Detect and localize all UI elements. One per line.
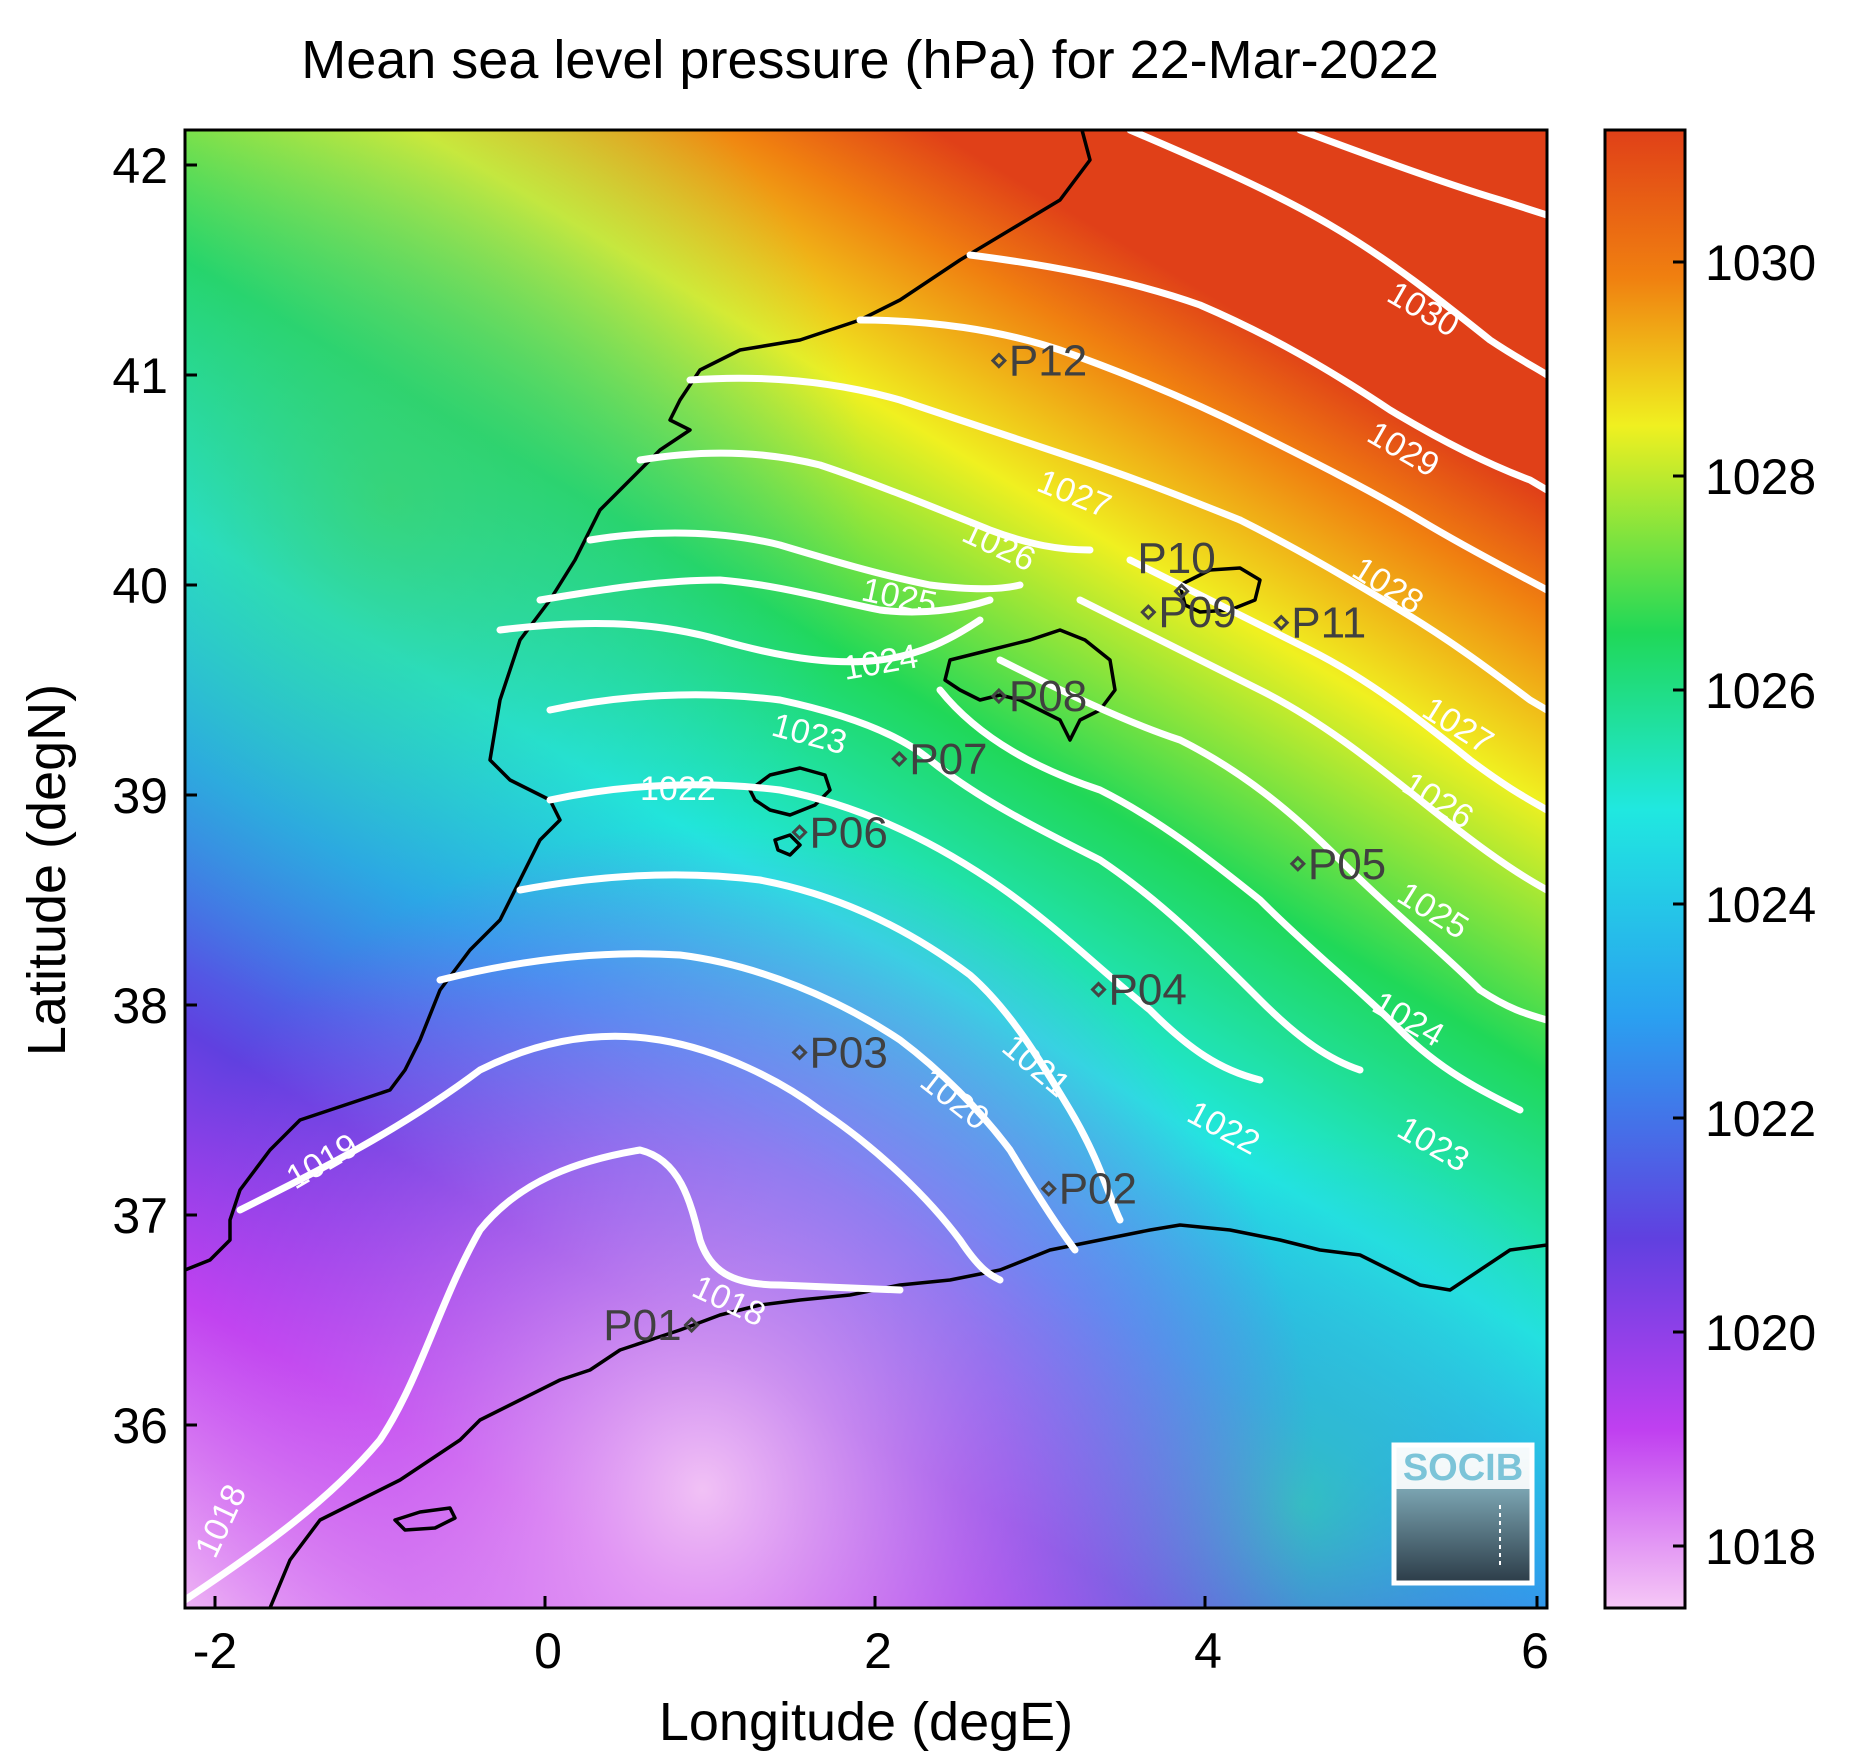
station-marker-p10 [1173, 583, 1190, 600]
station-label-p01: P01 [603, 1301, 681, 1350]
station-label-p02: P02 [1059, 1165, 1137, 1214]
station-label-p05: P05 [1308, 840, 1386, 889]
contour-lines [185, 130, 1547, 1604]
logo-text: SOCIB [1403, 1447, 1523, 1489]
x-tick-label: 6 [1521, 1623, 1549, 1679]
y-tick-label: 41 [112, 348, 168, 404]
colorbar-tick-label: 1028 [1705, 449, 1816, 505]
contour-line [1296, 130, 1547, 219]
island-mallorca [943, 628, 1117, 742]
colorbar-scale [1603, 128, 1687, 1610]
low-pressure-center [185, 130, 1547, 1608]
station-label-p11: P11 [1291, 599, 1366, 648]
contour-line [936, 686, 1524, 1114]
y-tick-label: 36 [112, 1398, 168, 1454]
station-marker-p11 [1273, 614, 1290, 631]
colorbar-tick-label: 1020 [1705, 1305, 1816, 1361]
contour-line [496, 616, 984, 666]
contour-line [185, 1146, 904, 1604]
station-marker-p08 [990, 687, 1008, 705]
x-tick-label: 0 [534, 1623, 562, 1679]
x-tick-label: 4 [1194, 1623, 1222, 1679]
x-tick-label: 2 [864, 1623, 892, 1679]
y-tick-label: 38 [112, 978, 168, 1034]
x-axis: -2 0 2 4 6 Longitude (degE) [193, 1596, 1549, 1752]
station-label-p07: P07 [909, 735, 987, 784]
station-label-p10: P10 [1137, 534, 1215, 583]
contour-line [536, 576, 994, 616]
station-marker-p03 [791, 1044, 808, 1061]
station-marker-p04 [1090, 981, 1107, 998]
island-formentera [773, 833, 802, 857]
contour-line [686, 374, 1244, 524]
contour-line [636, 449, 1094, 554]
station-marker-p12 [990, 352, 1008, 369]
island-menorca [1178, 566, 1262, 614]
station-markers: P01 P02 P03 P04 P05 P06 P07 P08 P09 P10 P11 P12 [603, 337, 1386, 1350]
colorbar-tick-label: 1018 [1705, 1519, 1816, 1575]
station-label-p09: P09 [1158, 588, 1236, 637]
colorbar: 1030 1028 1026 1024 1022 1020 1018 [1603, 128, 1816, 1610]
station-marker-p02 [1040, 1180, 1057, 1197]
station-marker-p07 [891, 750, 908, 768]
coastline-north-africa [268, 1223, 1547, 1608]
station-label-p03: P03 [810, 1028, 888, 1077]
station-marker-p06 [791, 824, 808, 841]
contour-line [516, 871, 1124, 1224]
contour-line [436, 950, 1079, 1254]
station-label-p06: P06 [810, 808, 888, 857]
station-marker-p05 [1289, 855, 1306, 872]
contour-line [856, 316, 1547, 594]
contour-line [1236, 516, 1547, 714]
contour-line [1126, 130, 1547, 379]
station-label-p12: P12 [1009, 337, 1087, 386]
contour-line [966, 251, 1547, 494]
chart-title: Mean sea level pressure (hPa) for 22-Mar… [301, 30, 1439, 90]
y-tick-label: 40 [112, 558, 168, 614]
contour-line [546, 781, 1264, 1084]
contour-line [236, 1032, 1004, 1284]
colorbar-tick-label: 1030 [1705, 235, 1816, 291]
colorbar-tick-label: 1026 [1705, 663, 1816, 719]
island-alboran [393, 1506, 457, 1532]
colorbar-tick-label: 1022 [1705, 1091, 1816, 1147]
station-label-p04: P04 [1109, 966, 1187, 1015]
y-tick-label: 39 [112, 768, 168, 824]
colorbar-tick-label: 1024 [1705, 877, 1816, 933]
contour-line [1126, 556, 1547, 814]
contour-line [1076, 596, 1547, 894]
coastline-iberia [185, 130, 1092, 1272]
x-tick-label: -2 [193, 1623, 237, 1679]
station-marker-p09 [1140, 604, 1157, 621]
plot-frame [183, 128, 1549, 1610]
contour-line [586, 529, 1024, 593]
contour-line [996, 656, 1547, 1024]
y-axis: 42 41 40 39 38 37 36 Latitude (degN) [17, 138, 197, 1454]
y-tick-label: 42 [112, 138, 168, 194]
y-tick-label: 37 [112, 1188, 168, 1244]
station-marker-p01 [683, 1316, 700, 1334]
socib-logo: SOCIB [1391, 1442, 1535, 1586]
station-label-p08: P08 [1009, 672, 1087, 721]
x-axis-label: Longitude (degE) [659, 1692, 1073, 1752]
contour-label: 1022 [640, 770, 716, 808]
y-axis-label: Latitude (degN) [17, 684, 77, 1056]
plot-area: 1018 1018 1019 1020 1021 1022 1022 1023 … [185, 130, 1547, 1608]
contour-line [546, 691, 1364, 1074]
